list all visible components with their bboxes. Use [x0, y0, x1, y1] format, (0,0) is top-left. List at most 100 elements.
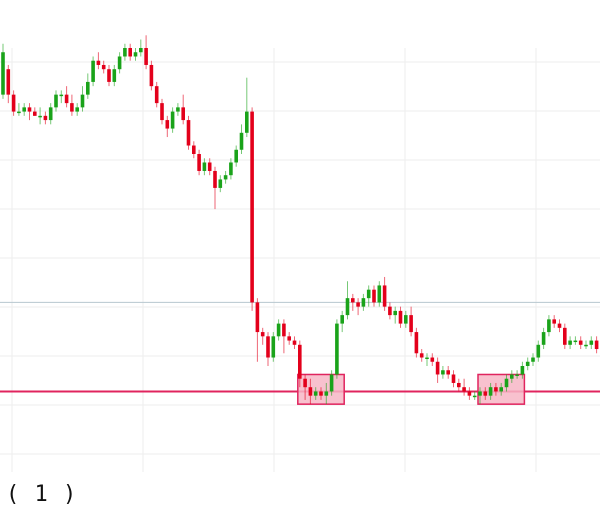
candle-body	[229, 162, 233, 176]
candle-body	[467, 391, 472, 396]
candle-body	[578, 340, 583, 345]
candle-up	[112, 64, 117, 87]
candle-down	[388, 302, 392, 320]
candle-body	[584, 344, 588, 347]
candle-up	[531, 353, 535, 366]
candle-down	[207, 158, 212, 176]
candle-up	[245, 77, 249, 138]
candle-body	[525, 361, 530, 366]
candle-body	[557, 323, 562, 328]
candle-up	[510, 370, 514, 383]
candle-body	[504, 378, 509, 388]
candle-up	[176, 103, 180, 116]
candle-body	[255, 302, 260, 333]
candle-body	[287, 336, 291, 341]
candle-up	[340, 310, 344, 333]
candle-down	[298, 340, 302, 388]
candle-body	[335, 323, 339, 375]
candle-body	[409, 315, 413, 333]
candle-down	[398, 306, 403, 328]
grid	[0, 48, 600, 472]
candle-body	[563, 327, 567, 345]
candle-up	[441, 366, 445, 379]
candle-body	[170, 111, 175, 129]
candle-down	[446, 366, 450, 379]
candle-body	[446, 370, 450, 375]
candle-up	[345, 281, 350, 320]
candle-body	[594, 340, 599, 350]
candle-down	[27, 103, 32, 121]
candle-body	[260, 332, 265, 337]
candle-body	[292, 340, 297, 345]
candle-body	[186, 120, 191, 146]
candle-down	[128, 43, 132, 61]
candle-up	[239, 124, 244, 154]
candle-body	[430, 357, 435, 362]
candle-up	[80, 86, 85, 112]
candle-down	[192, 141, 196, 159]
candle-body	[414, 332, 419, 354]
candle-up	[568, 336, 572, 350]
candle-down	[563, 323, 567, 350]
candle-body	[64, 94, 69, 104]
candle-down	[494, 382, 498, 396]
candle-body	[117, 56, 122, 70]
candle-body	[552, 319, 556, 324]
candle-down	[70, 94, 74, 116]
candle-down	[483, 387, 488, 400]
candle-body	[388, 306, 392, 316]
candle-body	[91, 60, 95, 82]
candle-body	[329, 374, 334, 392]
candle-body	[75, 107, 79, 112]
candle-body	[366, 289, 371, 299]
candle-up	[404, 310, 408, 328]
candle-down	[351, 293, 355, 311]
candle-down	[11, 90, 16, 116]
candle-body	[176, 107, 180, 112]
candle-up	[202, 158, 207, 176]
candle-body	[372, 289, 376, 303]
candle-down	[6, 64, 11, 104]
candle-up	[589, 336, 594, 350]
candle-body	[340, 315, 344, 324]
candle-down	[197, 149, 201, 176]
candle-body	[298, 344, 302, 379]
candle-down	[467, 387, 472, 400]
candle-down	[419, 349, 424, 362]
candle-up	[324, 382, 329, 405]
candle-down	[462, 378, 466, 396]
candle-up	[91, 56, 95, 87]
candle-body	[351, 298, 355, 303]
candle-down	[356, 298, 360, 316]
candle-down	[154, 81, 159, 108]
candle-down	[107, 64, 111, 87]
candle-body	[324, 391, 329, 396]
candle-up	[573, 336, 578, 345]
candle-up	[117, 52, 122, 74]
candle-body	[192, 145, 196, 154]
candle-body	[22, 107, 26, 112]
candle-body	[128, 48, 132, 57]
candle-up	[218, 175, 223, 193]
candle-body	[520, 366, 525, 375]
candle-up	[234, 145, 238, 167]
candle-body	[573, 340, 578, 343]
candle-body	[202, 162, 207, 171]
candle-body	[197, 154, 201, 171]
candle-down	[435, 357, 440, 383]
candle-up	[54, 90, 58, 112]
candle-body	[568, 340, 572, 345]
candle-down	[64, 86, 69, 108]
candle-down	[414, 327, 419, 358]
candle-body	[419, 353, 424, 358]
candle-body	[96, 60, 101, 65]
candle-down	[144, 35, 148, 70]
candle-body	[541, 332, 546, 345]
candle-up	[48, 103, 53, 125]
candle-up	[377, 281, 382, 307]
candle-up	[525, 357, 530, 371]
candle-down	[372, 285, 376, 307]
candle-body	[393, 310, 397, 316]
candle-down	[101, 60, 106, 74]
